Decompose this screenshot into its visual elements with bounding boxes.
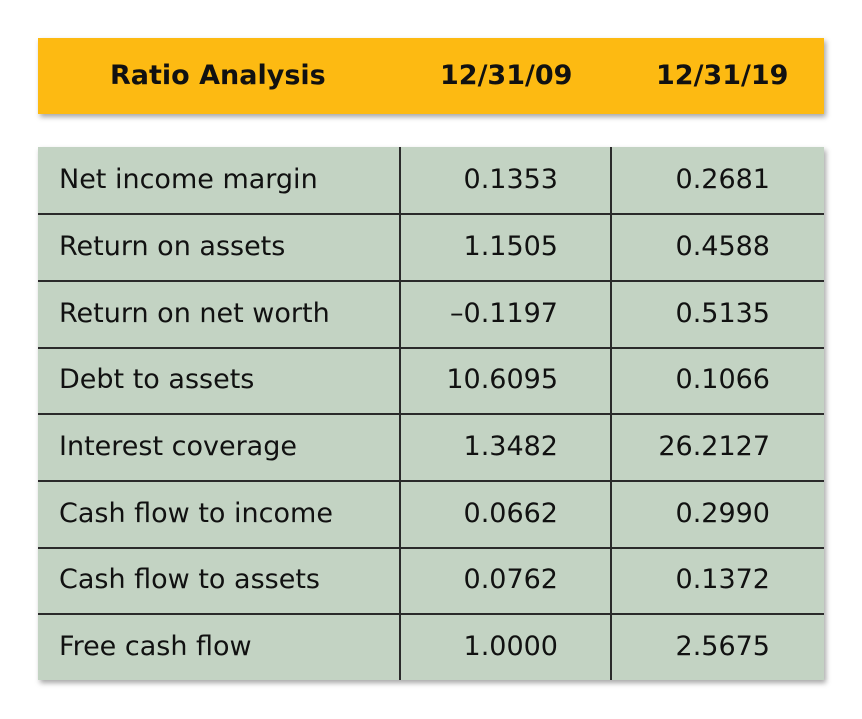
table-row: Interest coverage 1.3482 26.2127 [38, 414, 824, 480]
table-row: Return on net worth –0.1197 0.5135 [38, 281, 824, 347]
value-2009: 1.3482 [463, 431, 558, 462]
row-divider [38, 547, 824, 549]
table-row: Free cash flow 1.0000 2.5675 [38, 614, 824, 680]
table-row: Return on assets 1.1505 0.4588 [38, 214, 824, 280]
row-label: Return on assets [59, 231, 286, 262]
value-2019: 0.2681 [675, 164, 770, 195]
value-2019: 0.5135 [675, 298, 770, 329]
row-label: Interest coverage [59, 431, 297, 462]
row-divider [38, 480, 824, 482]
table-row: Cash flow to assets 0.0762 0.1372 [38, 547, 824, 613]
row-label: Cash flow to assets [59, 564, 320, 595]
value-2019: 0.4588 [675, 231, 770, 262]
row-label: Debt to assets [59, 364, 255, 395]
row-divider [38, 413, 824, 415]
row-label: Return on net worth [59, 298, 330, 329]
table-row: Net income margin 0.1353 0.2681 [38, 147, 824, 213]
row-label: Cash flow to income [59, 498, 333, 529]
value-2019: 0.2990 [675, 498, 770, 529]
table-header: Ratio Analysis 12/31/09 12/31/19 [38, 38, 824, 114]
row-label: Free cash flow [59, 631, 252, 662]
value-2009: –0.1197 [450, 298, 558, 329]
value-2009: 0.0662 [463, 498, 558, 529]
value-2019: 0.1372 [675, 564, 770, 595]
value-2009: 0.1353 [463, 164, 558, 195]
table-row: Debt to assets 10.6095 0.1066 [38, 347, 824, 413]
header-title: Ratio Analysis [110, 60, 326, 91]
value-2019: 2.5675 [675, 631, 770, 662]
value-2009: 10.6095 [446, 364, 558, 395]
value-2019: 26.2127 [658, 431, 770, 462]
table-row: Cash flow to income 0.0662 0.2990 [38, 481, 824, 547]
row-divider [38, 613, 824, 615]
row-divider [38, 347, 824, 349]
row-divider [38, 280, 824, 282]
value-2009: 0.0762 [463, 564, 558, 595]
header-column-2019: 12/31/19 [656, 60, 789, 91]
row-divider [38, 213, 824, 215]
value-2009: 1.1505 [463, 231, 558, 262]
value-2019: 0.1066 [675, 364, 770, 395]
header-column-2009: 12/31/09 [440, 60, 573, 91]
value-2009: 1.0000 [463, 631, 558, 662]
row-label: Net income margin [59, 164, 318, 195]
ratio-table: Net income margin 0.1353 0.2681 Return o… [38, 147, 824, 680]
